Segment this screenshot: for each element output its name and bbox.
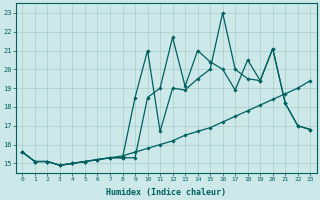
X-axis label: Humidex (Indice chaleur): Humidex (Indice chaleur) <box>106 188 226 197</box>
